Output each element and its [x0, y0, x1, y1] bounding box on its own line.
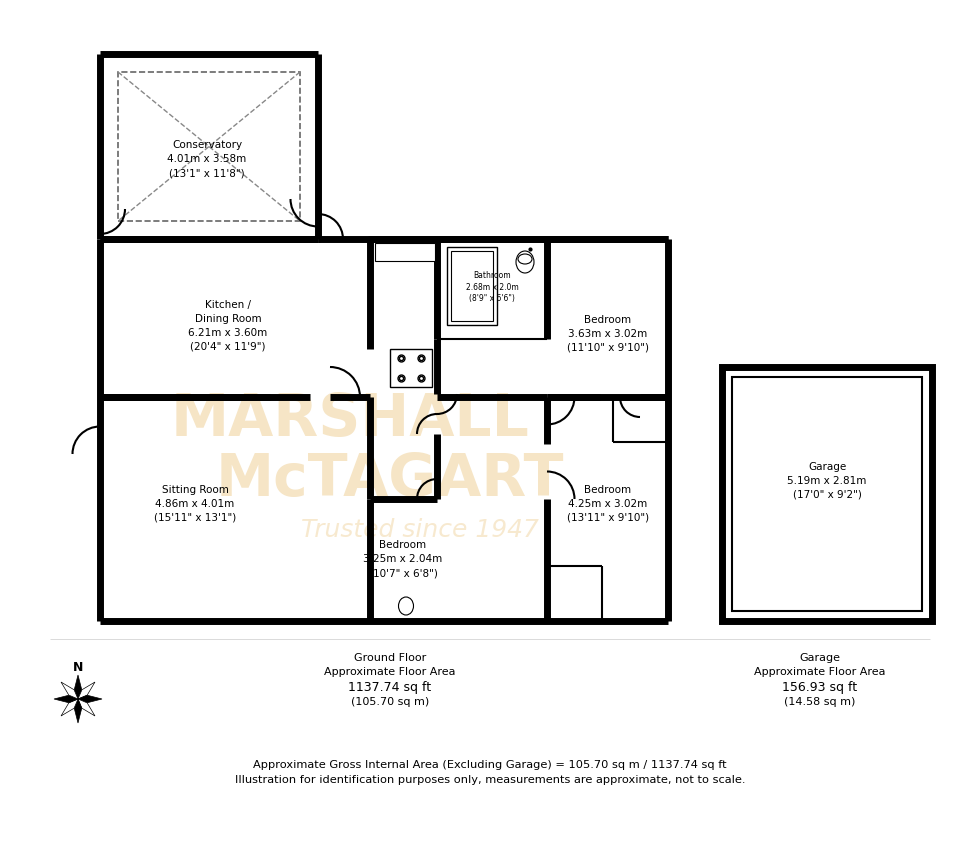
Text: (11'10" x 9'10"): (11'10" x 9'10") [567, 343, 649, 352]
Text: N: N [73, 661, 83, 674]
Bar [722, 368, 932, 621]
Polygon shape [78, 682, 95, 699]
Text: (105.70 sq m): (105.70 sq m) [351, 696, 429, 706]
Bar [375, 244, 435, 262]
Text: (8'9" x 6'6"): (8'9" x 6'6") [469, 294, 514, 303]
Text: Garage: Garage [800, 653, 841, 662]
Polygon shape [74, 699, 81, 723]
Ellipse shape [399, 597, 414, 615]
Text: Approximate Gross Internal Area (Excluding Garage) = 105.70 sq m / 1137.74 sq ft: Approximate Gross Internal Area (Excludi… [253, 759, 727, 769]
Bar [118, 73, 300, 222]
Text: Approximate Floor Area: Approximate Floor Area [324, 666, 456, 676]
Text: Kitchen /: Kitchen / [205, 299, 251, 310]
Polygon shape [54, 695, 78, 703]
Text: Trusted since 1947: Trusted since 1947 [301, 518, 539, 542]
Polygon shape [74, 676, 81, 699]
Text: Bedroom: Bedroom [379, 539, 426, 549]
Text: (17'0" x 9'2"): (17'0" x 9'2") [793, 490, 861, 499]
Text: 3.25m x 2.04m: 3.25m x 2.04m [364, 554, 443, 563]
Text: MARSHALL: MARSHALL [171, 391, 529, 448]
Text: 4.25m x 3.02m: 4.25m x 3.02m [568, 498, 648, 508]
Polygon shape [78, 699, 95, 717]
Text: McTAGART: McTAGART [216, 451, 564, 508]
Text: 156.93 sq ft: 156.93 sq ft [782, 681, 858, 693]
Text: Sitting Room: Sitting Room [162, 485, 228, 495]
Text: (20'4" x 11'9"): (20'4" x 11'9") [190, 341, 266, 351]
Text: (10'7" x 6'8"): (10'7" x 6'8") [368, 567, 437, 577]
Text: (14.58 sq m): (14.58 sq m) [784, 696, 856, 706]
Bar [447, 247, 497, 326]
Text: Approximate Floor Area: Approximate Floor Area [755, 666, 886, 676]
Polygon shape [78, 695, 102, 703]
Polygon shape [61, 699, 78, 717]
Text: 3.63m x 3.02m: 3.63m x 3.02m [568, 328, 648, 339]
Polygon shape [61, 682, 78, 699]
Text: 2.68m x 2.0m: 2.68m x 2.0m [466, 282, 518, 291]
Text: Dining Room: Dining Room [195, 314, 262, 323]
Text: Illustration for identification purposes only, measurements are approximate, not: Illustration for identification purposes… [235, 774, 745, 784]
Text: (13'11" x 9'10"): (13'11" x 9'10") [567, 513, 649, 522]
Text: Bedroom: Bedroom [584, 315, 631, 325]
Text: Ground Floor: Ground Floor [354, 653, 426, 662]
Text: 1137.74 sq ft: 1137.74 sq ft [349, 681, 431, 693]
Ellipse shape [518, 255, 532, 264]
Text: 6.21m x 3.60m: 6.21m x 3.60m [188, 328, 268, 338]
Ellipse shape [516, 252, 534, 274]
Bar [451, 252, 493, 322]
Text: Bathroom: Bathroom [473, 270, 511, 279]
Bar [732, 378, 922, 612]
Text: 4.86m x 4.01m: 4.86m x 4.01m [156, 498, 234, 508]
Text: Conservatory: Conservatory [172, 140, 242, 150]
Bar [390, 350, 432, 387]
Text: (13'1" x 11'8"): (13'1" x 11'8") [170, 168, 245, 177]
Text: Garage: Garage [808, 461, 846, 472]
Text: Bedroom: Bedroom [584, 485, 631, 495]
Text: (15'11" x 13'1"): (15'11" x 13'1") [154, 513, 236, 522]
Text: 4.01m x 3.58m: 4.01m x 3.58m [168, 154, 247, 164]
Text: 5.19m x 2.81m: 5.19m x 2.81m [787, 475, 866, 485]
